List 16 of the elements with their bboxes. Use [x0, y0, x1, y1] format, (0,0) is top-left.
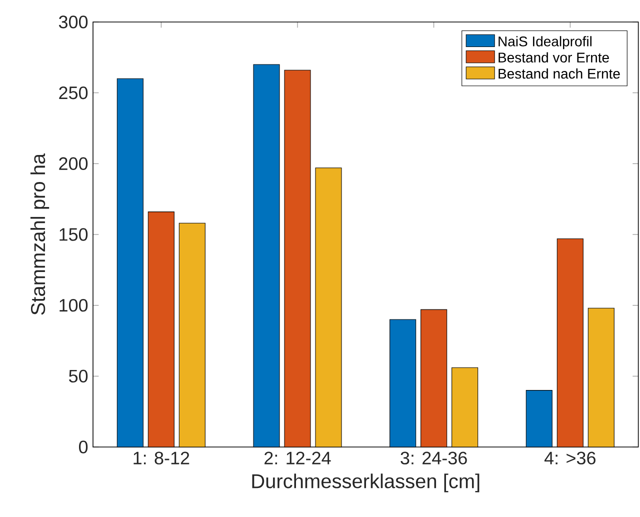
- y-tick-label: 100: [60, 298, 88, 312]
- legend-label: Bestand nach Ernte: [498, 68, 620, 79]
- y-tick-label: 150: [60, 228, 88, 241]
- legend-label: Bestand vor Ernte: [498, 52, 609, 63]
- x-tick-label: 3: 24-36: [400, 452, 467, 464]
- y-tick-label: 50: [68, 370, 88, 383]
- legend-label: NaiS Idealprofil: [498, 36, 592, 50]
- x-tick-label: 1: 8-12: [134, 452, 190, 464]
- x-axis-title: Durchmesserklassen [cm]: [252, 474, 480, 492]
- y-tick-label: 200: [59, 157, 88, 170]
- y-axis-title: Stammzahl pro ha: [30, 153, 50, 315]
- x-tick-label: 4: >36: [544, 452, 596, 464]
- y-tick-label: 300: [58, 16, 88, 28]
- y-tick-label: 0: [78, 440, 88, 454]
- x-tick-label: 2: 12-24: [264, 452, 331, 464]
- y-tick-label: 250: [59, 86, 88, 100]
